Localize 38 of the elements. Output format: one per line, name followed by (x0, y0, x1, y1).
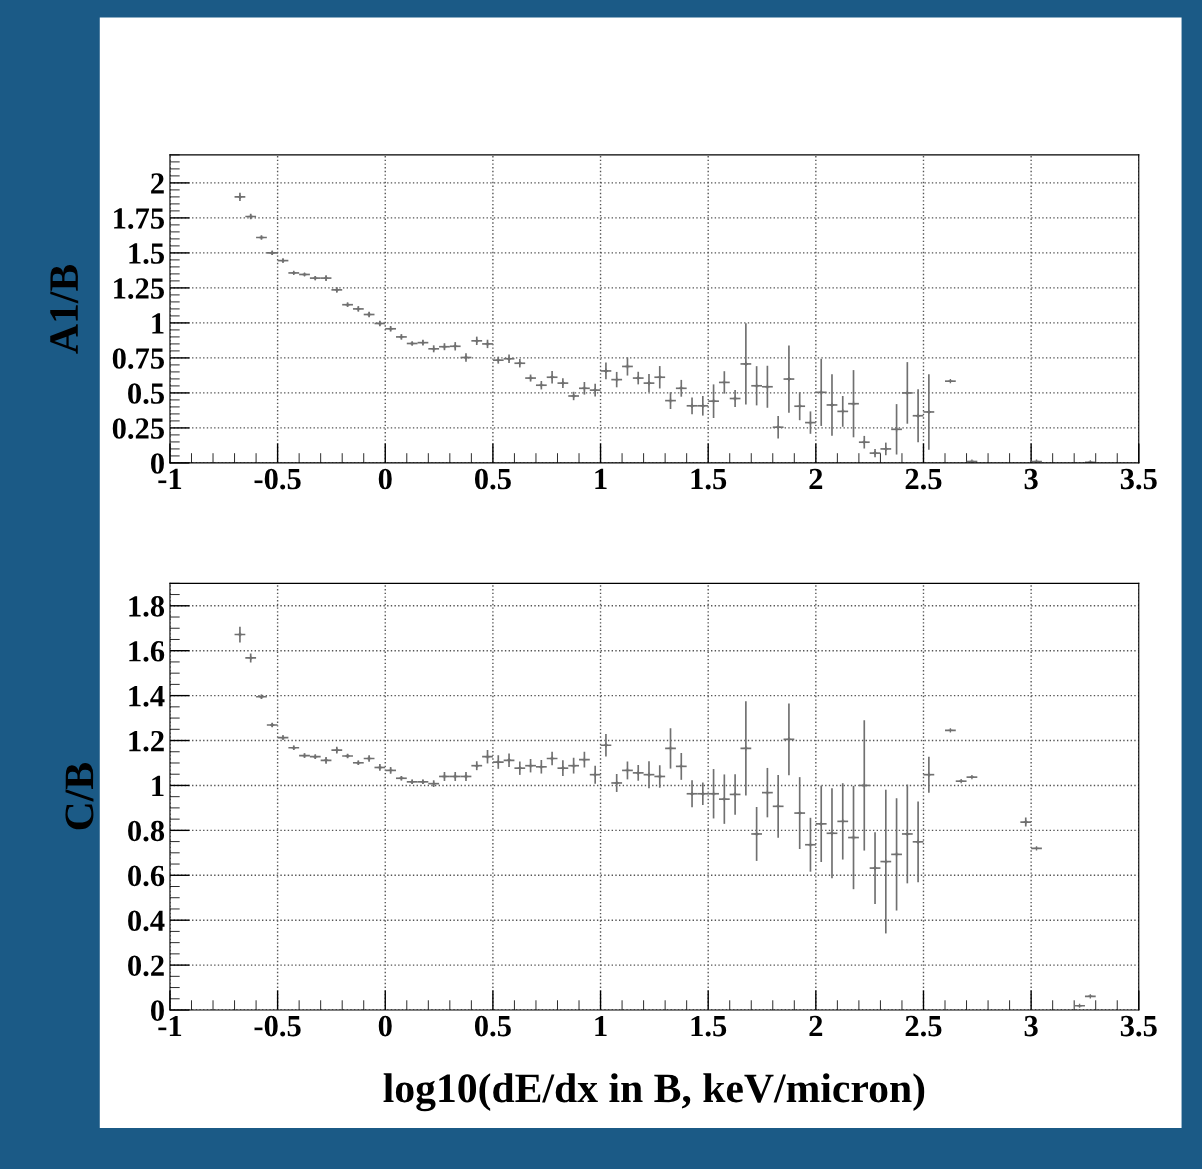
y-tick-label: 2 (151, 173, 164, 194)
x-tick-label: 2.5 (905, 1015, 942, 1037)
x-tick-label: 3 (1024, 468, 1038, 490)
x-tick-label: 1.5 (691, 1015, 727, 1037)
x-tick-label: 1.5 (691, 468, 727, 490)
y-tick-label: 0.4 (128, 910, 165, 932)
y-tick-label: 1.75 (114, 208, 164, 229)
y-axis-title: A1/B (50, 264, 79, 354)
x-tick-label: 1 (595, 468, 607, 489)
x-axis-title: log10(dE/dx in B, keV/micron) (383, 1073, 925, 1112)
y-tick-label: 1.2 (129, 730, 164, 752)
x-tick-label: 2 (809, 1015, 823, 1037)
x-tick-label: 3.5 (1120, 1015, 1157, 1037)
x-tick-label: 1 (595, 1015, 607, 1037)
x-tick-label: 2 (809, 468, 823, 489)
y-tick-label: 1.25 (114, 278, 164, 299)
x-tick-label: -0.5 (254, 1015, 301, 1037)
x-tick-label: 3.5 (1120, 468, 1157, 490)
x-tick-label: 2.5 (905, 468, 942, 490)
y-tick-label: 1.6 (129, 641, 165, 662)
x-tick-label: 0 (378, 1015, 392, 1037)
y-axis-title: C/B (65, 763, 94, 830)
y-tick-label: 0.2 (128, 955, 164, 977)
x-tick-label: -0.5 (254, 468, 301, 490)
y-tick-label: 0.25 (112, 418, 164, 439)
y-tick-label: 0.8 (128, 820, 165, 842)
y-tick-label: 1.5 (129, 243, 164, 264)
y-tick-label: 0.6 (128, 865, 165, 887)
y-tick-label: 1 (152, 313, 164, 334)
y-tick-label: 0.75 (112, 348, 164, 369)
y-tick-label: 0.5 (128, 383, 164, 404)
y-tick-label: 1.4 (129, 686, 165, 707)
x-tick-label: 0 (378, 468, 392, 490)
y-tick-label: 1 (152, 775, 164, 797)
x-tick-label: 3 (1024, 1015, 1038, 1037)
x-tick-label: 0.5 (474, 468, 511, 490)
x-tick-label: 0.5 (474, 1015, 511, 1037)
y-tick-label: 1.8 (129, 596, 165, 617)
